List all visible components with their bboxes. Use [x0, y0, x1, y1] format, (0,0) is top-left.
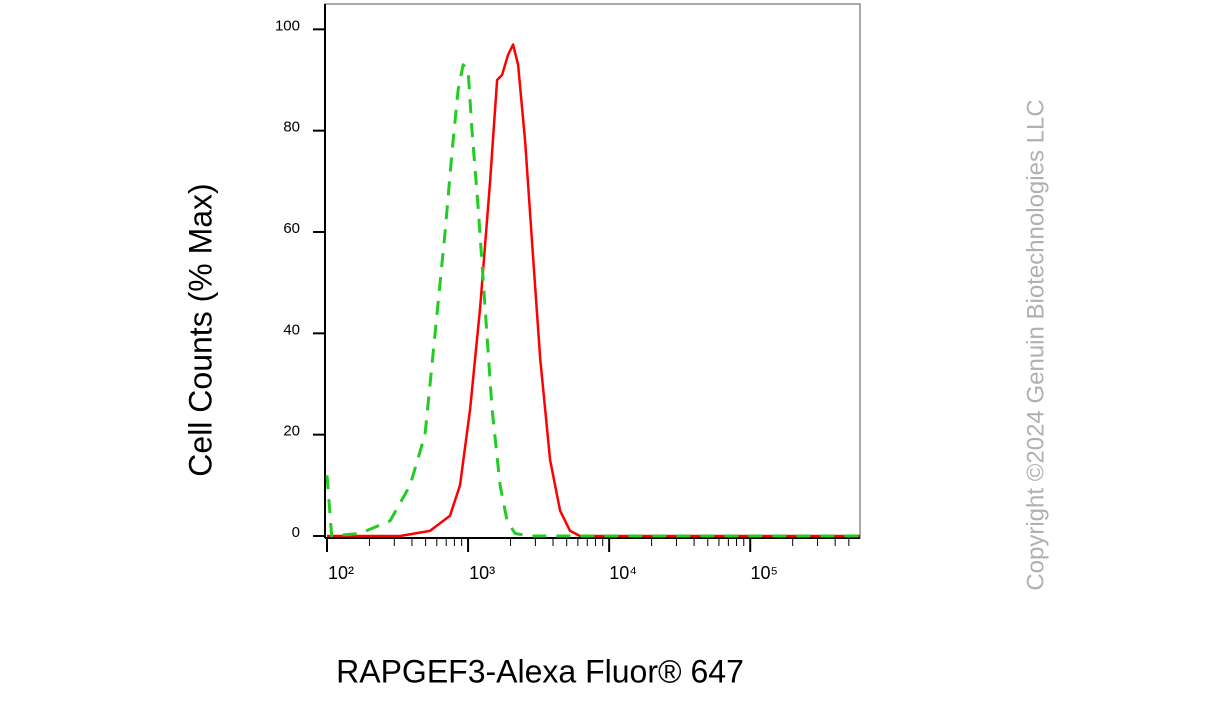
- histogram-line: [325, 63, 860, 538]
- x-axis-label: RAPGEF3-Alexa Fluor® 647: [336, 653, 744, 689]
- watermark: Copyright ©2024 Genuin Biotechnologies L…: [1022, 99, 1049, 590]
- y-axis-label: Cell Counts (% Max): [182, 183, 218, 476]
- x-tick-label: 10⁵: [750, 563, 777, 583]
- y-tick-label: 100: [275, 17, 300, 34]
- histogram-line: [327, 43, 860, 538]
- y-tick-label: 60: [283, 220, 300, 237]
- y-tick-label: 0: [292, 524, 300, 541]
- y-tick-label: 20: [283, 423, 300, 440]
- x-tick-label: 10³: [469, 563, 495, 583]
- x-tick-label: 10⁴: [609, 563, 637, 583]
- plot-frame: [324, 3, 861, 539]
- y-tick-label: 40: [283, 321, 300, 338]
- y-tick-label: 80: [283, 119, 300, 136]
- x-tick-label: 10²: [328, 563, 354, 583]
